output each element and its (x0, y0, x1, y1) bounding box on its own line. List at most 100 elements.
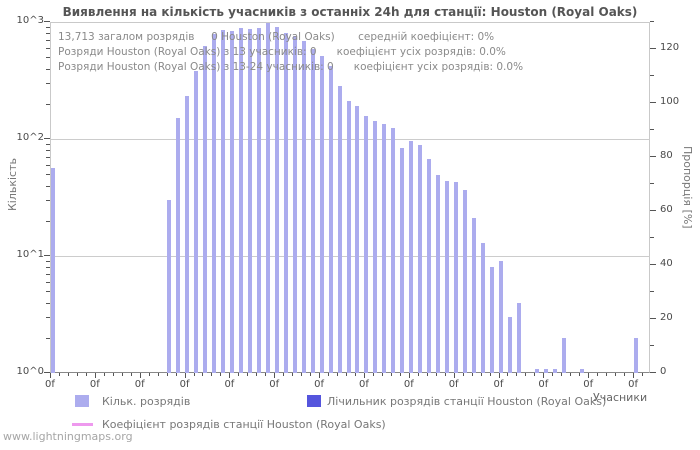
x-tick (426, 373, 428, 376)
right-tick-label: 120 (660, 42, 680, 53)
right-tick (650, 372, 656, 373)
right-tick-label: 0 (660, 366, 667, 377)
bar (436, 175, 441, 373)
right-tick (650, 318, 656, 319)
x-tick-label: 0f (493, 379, 504, 390)
x-tick (184, 373, 186, 378)
legend-label-counter: Лічильник розрядів станції Houston (Roya… (327, 395, 607, 408)
y-minor-tick (46, 144, 50, 146)
bar (256, 28, 261, 373)
x-tick (453, 373, 455, 378)
legend-label-coefficient: Коефіцієнт розрядів станції Houston (Roy… (102, 418, 386, 431)
x-tick (121, 373, 123, 376)
right-tick (650, 345, 654, 346)
y-minor-tick (46, 164, 50, 166)
x-tick (498, 373, 500, 378)
x-tick (130, 373, 132, 376)
x-tick (247, 373, 249, 376)
bar (364, 116, 369, 373)
x-tick (139, 373, 141, 378)
right-tick (650, 183, 654, 184)
x-tick (67, 373, 69, 376)
bar (490, 267, 495, 373)
bar (211, 34, 216, 373)
y-minor-tick (46, 150, 50, 152)
bar (292, 36, 297, 373)
legend-swatch-coefficient-line (72, 423, 93, 426)
x-tick (346, 373, 347, 376)
bar (391, 128, 396, 373)
right-tick (650, 291, 654, 292)
y-minor-tick (46, 267, 50, 269)
x-tick (148, 373, 150, 376)
x-tick (534, 373, 536, 376)
bar (337, 86, 342, 373)
x-tick (319, 373, 321, 378)
x-tick (157, 373, 159, 376)
x-tick (381, 373, 383, 376)
bar (507, 317, 512, 373)
bar (50, 168, 55, 373)
page-title: Виявлення на кількість учасників з остан… (62, 5, 638, 19)
x-tick-label: 0f (134, 379, 145, 390)
x-tick (76, 373, 78, 376)
right-tick-label: 20 (660, 312, 673, 323)
x-tick (292, 373, 294, 376)
bar (579, 369, 584, 373)
bar (328, 66, 333, 373)
x-tick (274, 373, 276, 378)
x-tick-label: 0f (89, 379, 100, 390)
x-tick (85, 373, 87, 376)
x-tick-label: 0f (403, 379, 414, 390)
stats-line-1: 13,713 загалом розрядів 0 Houston (Royal… (58, 31, 495, 43)
stats-line-3: Розряди Houston (Royal Oaks) з 13-24 уча… (58, 61, 524, 73)
bar (409, 141, 414, 373)
bar (400, 148, 405, 373)
bar (552, 369, 557, 373)
x-tick (489, 373, 491, 376)
y-minor-tick (46, 274, 50, 276)
legend-swatch-bars (75, 395, 89, 407)
x-tick-label: 0f (448, 379, 459, 390)
legend-label-bars: Кільк. розрядів (102, 395, 191, 408)
x-tick (570, 373, 572, 376)
x-tick (480, 373, 482, 376)
right-tick (650, 75, 654, 76)
bar (543, 369, 548, 373)
y-minor-tick (46, 33, 50, 35)
y-minor-tick (46, 83, 50, 85)
x-tick (552, 373, 554, 376)
bar (319, 56, 324, 373)
right-tick (650, 102, 656, 103)
y-axis-title-right: Пропорція [%] (681, 146, 694, 229)
x-tick (265, 373, 267, 376)
bar (445, 181, 450, 373)
bar (238, 28, 243, 373)
y-tick-label: 10^1 (16, 249, 44, 260)
x-tick (462, 373, 464, 376)
watermark-url: www.lightningmaps.org (3, 430, 133, 443)
x-tick (579, 373, 581, 376)
right-tick-label: 40 (660, 258, 673, 269)
y-tick-label: 10^3 (16, 15, 44, 26)
y-minor-tick (46, 302, 50, 304)
bar (472, 218, 477, 373)
y-axis-title-left: Кількість (6, 158, 19, 212)
y-minor-tick (46, 57, 50, 59)
y-minor-tick (46, 68, 50, 70)
bar (454, 182, 459, 373)
y-minor-tick (46, 337, 50, 339)
bar (373, 121, 378, 373)
bar (194, 71, 199, 373)
x-tick (408, 373, 410, 378)
x-tick (354, 373, 356, 376)
y-minor-tick (46, 200, 50, 202)
x-tick (543, 373, 545, 378)
bar (229, 31, 234, 373)
x-tick (615, 373, 617, 376)
right-tick-label: 60 (660, 204, 673, 215)
x-tick-label: 0f (224, 379, 235, 390)
bar (202, 46, 207, 373)
